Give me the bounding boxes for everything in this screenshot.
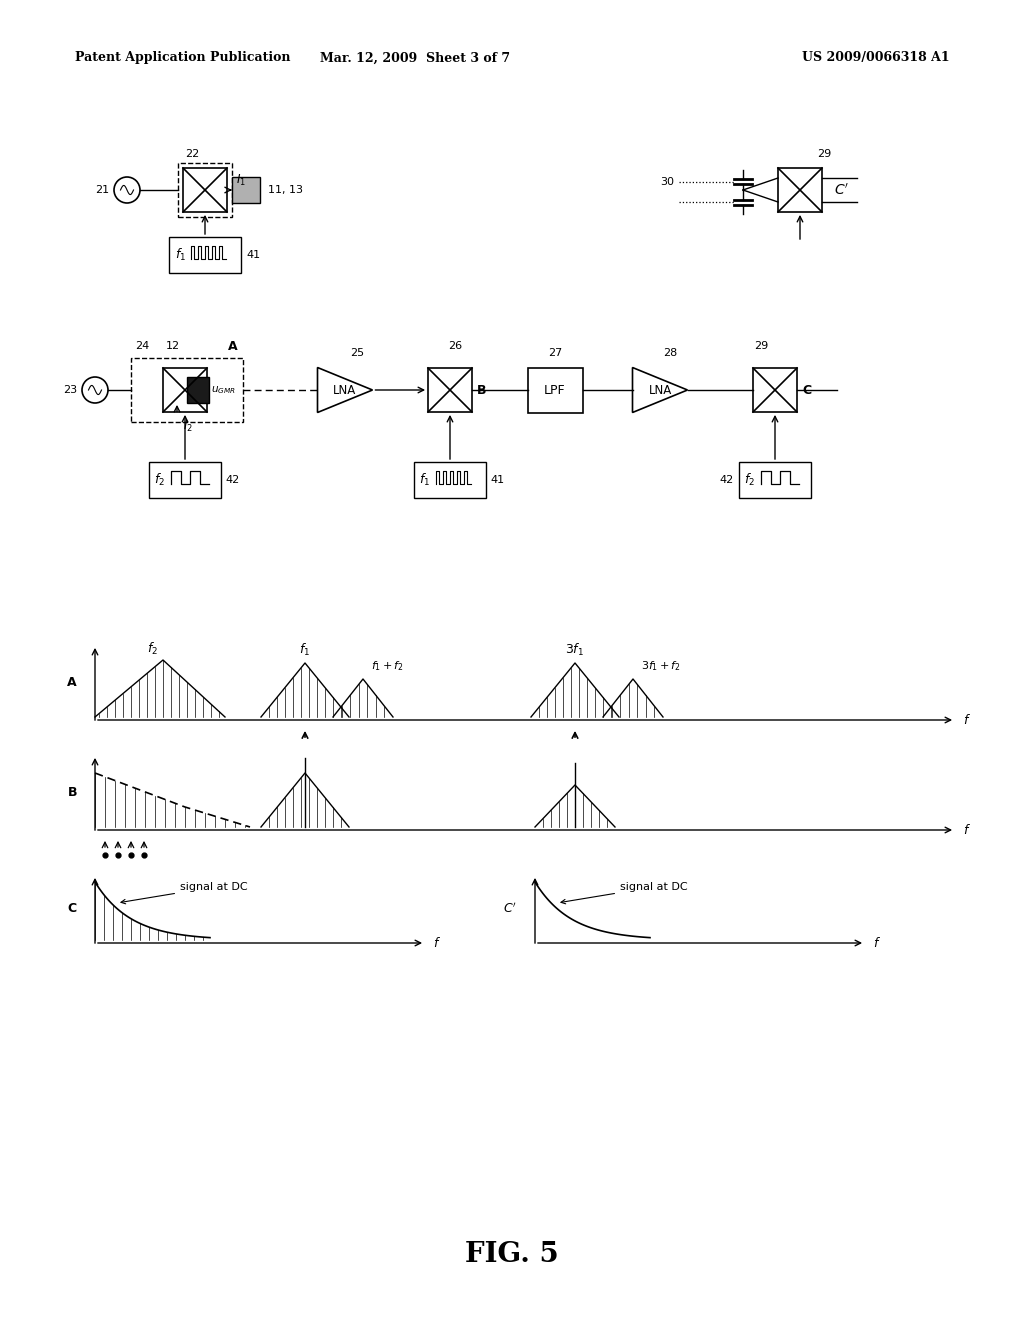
Text: B: B — [68, 785, 77, 799]
Text: $u_{GMR}$: $u_{GMR}$ — [211, 384, 236, 396]
Text: $3f_1$: $3f_1$ — [565, 642, 585, 659]
Text: $C'$: $C'$ — [834, 182, 849, 198]
Text: $f$: $f$ — [963, 713, 971, 727]
Text: $I_2$: $I_2$ — [183, 418, 193, 433]
Text: $f_1$: $f_1$ — [299, 642, 310, 659]
Bar — [778, 168, 822, 213]
Text: $f$: $f$ — [873, 936, 881, 950]
Bar — [187, 378, 209, 403]
Bar — [232, 177, 260, 203]
Text: signal at DC: signal at DC — [561, 882, 688, 904]
Text: $f$: $f$ — [433, 936, 441, 950]
Text: signal at DC: signal at DC — [121, 882, 248, 904]
Bar — [739, 462, 811, 498]
Text: 41: 41 — [490, 475, 504, 484]
Text: $f$: $f$ — [963, 822, 971, 837]
Text: FIG. 5: FIG. 5 — [465, 1242, 559, 1269]
Text: LNA: LNA — [648, 384, 672, 396]
Text: 24: 24 — [135, 341, 150, 351]
Text: 21: 21 — [95, 185, 109, 195]
Text: 29: 29 — [817, 149, 831, 158]
Bar — [414, 462, 486, 498]
Text: $f_2$: $f_2$ — [147, 642, 159, 657]
Text: $f_2$: $f_2$ — [154, 473, 165, 488]
Text: 22: 22 — [185, 149, 200, 158]
Bar — [178, 162, 232, 216]
Text: 42: 42 — [720, 475, 734, 484]
Text: $f_1$: $f_1$ — [419, 473, 430, 488]
Text: 29: 29 — [754, 341, 768, 351]
Bar — [753, 368, 797, 412]
Bar — [163, 368, 207, 412]
Text: 23: 23 — [62, 385, 77, 395]
Text: $f_1$: $f_1$ — [175, 247, 186, 263]
Text: 28: 28 — [663, 347, 677, 358]
Text: LNA: LNA — [334, 384, 356, 396]
Text: Patent Application Publication: Patent Application Publication — [75, 51, 291, 65]
Text: A: A — [68, 676, 77, 689]
Text: 26: 26 — [447, 341, 462, 351]
Text: $f_2$: $f_2$ — [744, 473, 755, 488]
Bar — [428, 368, 472, 412]
Bar — [527, 367, 583, 412]
Text: 27: 27 — [548, 347, 562, 358]
Text: 12: 12 — [166, 341, 180, 351]
Text: US 2009/0066318 A1: US 2009/0066318 A1 — [803, 51, 950, 65]
Bar — [150, 462, 221, 498]
Text: 41: 41 — [246, 249, 260, 260]
Text: C: C — [802, 384, 811, 396]
Bar — [131, 358, 243, 422]
Bar — [169, 238, 241, 273]
Text: 11, 13: 11, 13 — [268, 185, 303, 195]
Bar — [183, 168, 227, 213]
Text: $C'$: $C'$ — [503, 902, 517, 916]
Text: 30: 30 — [660, 177, 674, 187]
Text: C: C — [68, 903, 77, 916]
Text: 25: 25 — [350, 347, 365, 358]
Text: $I_1$: $I_1$ — [236, 173, 246, 187]
Text: A: A — [228, 339, 238, 352]
Text: LPF: LPF — [544, 384, 566, 396]
Text: 42: 42 — [225, 475, 240, 484]
Text: B: B — [477, 384, 486, 396]
Text: Mar. 12, 2009  Sheet 3 of 7: Mar. 12, 2009 Sheet 3 of 7 — [319, 51, 510, 65]
Text: $3f_1+f_2$: $3f_1+f_2$ — [641, 659, 681, 673]
Text: $f_1+f_2$: $f_1+f_2$ — [371, 659, 403, 673]
